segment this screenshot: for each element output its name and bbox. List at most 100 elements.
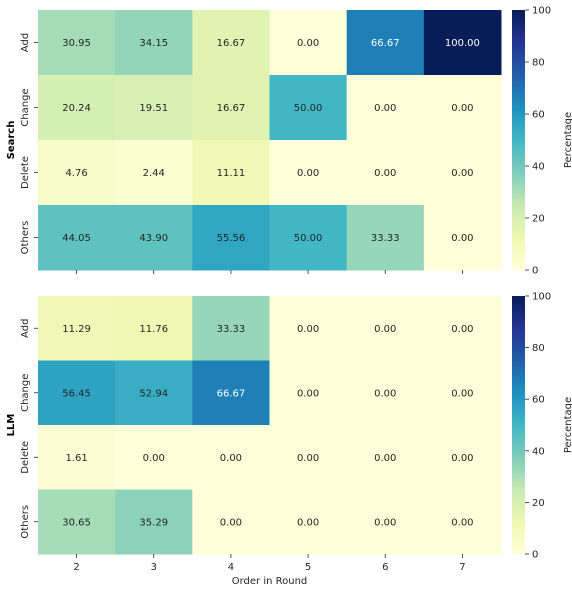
cell-value-label: 19.51 bbox=[139, 103, 168, 114]
cell-value-label: 56.45 bbox=[62, 388, 91, 399]
cell-value-label: 11.29 bbox=[62, 324, 91, 335]
cell-value-label: 0.00 bbox=[451, 103, 473, 114]
colorbar-tick-label: 60 bbox=[532, 395, 545, 406]
heatmap-cell bbox=[269, 75, 348, 141]
cell-value-label: 33.33 bbox=[371, 233, 400, 244]
heatmap-cell bbox=[423, 205, 502, 271]
heatmap-cell bbox=[423, 75, 502, 141]
cell-value-label: 52.94 bbox=[139, 388, 168, 399]
colorbar-label: Percentage bbox=[563, 112, 572, 168]
x-tick-label: 7 bbox=[459, 562, 465, 573]
y-tick-label: Change bbox=[20, 374, 31, 412]
heatmap-cell bbox=[346, 10, 425, 76]
cell-value-label: 0.00 bbox=[374, 388, 396, 399]
x-tick-label: 6 bbox=[382, 562, 388, 573]
y-tick-label: Change bbox=[20, 88, 31, 126]
cell-value-label: 50.00 bbox=[294, 233, 323, 244]
heatmap-cell bbox=[115, 205, 193, 271]
colorbar-tick-label: 40 bbox=[532, 446, 545, 457]
colorbar-gradient bbox=[512, 296, 525, 554]
colorbar-tick-label: 20 bbox=[532, 498, 545, 509]
cell-value-label: 0.00 bbox=[451, 168, 473, 179]
cell-value-label: 0.00 bbox=[297, 388, 319, 399]
y-axis-label: LLM bbox=[6, 414, 17, 437]
colorbar: 0 20 40 60 80 100 Percentage bbox=[512, 292, 572, 561]
heatmap-cell bbox=[346, 140, 425, 206]
colorbar-label: Percentage bbox=[563, 397, 572, 453]
cell-value-label: 0.00 bbox=[451, 453, 473, 464]
heatmap-cell bbox=[346, 296, 425, 361]
heatmap-cell bbox=[115, 140, 193, 206]
heatmap-cell bbox=[192, 425, 270, 490]
cell-value-label: 0.00 bbox=[143, 453, 165, 464]
colorbar: 0 20 40 60 80 100 Percentage bbox=[512, 6, 572, 277]
y-axis-label: Search bbox=[6, 121, 17, 160]
heatmap-cell bbox=[115, 425, 193, 490]
heatmap-cell bbox=[269, 360, 348, 426]
y-tick-label: Others bbox=[20, 505, 31, 539]
heatmap-cell bbox=[346, 75, 425, 141]
y-tick-label: Add bbox=[20, 33, 31, 52]
heatmap-cell bbox=[38, 140, 116, 206]
cell-value-label: 30.95 bbox=[62, 38, 91, 49]
y-tick-label: Delete bbox=[20, 156, 31, 189]
cell-value-label: 0.00 bbox=[451, 324, 473, 335]
cell-value-label: 20.24 bbox=[62, 103, 91, 114]
cell-value-label: 66.67 bbox=[371, 38, 400, 49]
cell-value-label: 0.00 bbox=[451, 233, 473, 244]
cell-value-label: 2.44 bbox=[143, 168, 165, 179]
cell-value-label: 0.00 bbox=[297, 517, 319, 528]
cell-value-label: 35.29 bbox=[139, 517, 168, 528]
cell-value-label: 0.00 bbox=[374, 517, 396, 528]
heatmap-cell bbox=[423, 489, 502, 555]
heatmap-cell bbox=[269, 140, 348, 206]
cell-value-label: 100.00 bbox=[445, 38, 480, 49]
cell-value-label: 55.56 bbox=[217, 233, 246, 244]
heatmap-cell bbox=[192, 489, 270, 555]
cell-value-label: 0.00 bbox=[297, 38, 319, 49]
heatmap-cell bbox=[346, 489, 425, 555]
colorbar-tick-label: 100 bbox=[532, 292, 551, 303]
heatmap-cell bbox=[192, 360, 270, 426]
heatmap-cell bbox=[346, 360, 425, 426]
cell-value-label: 66.67 bbox=[217, 388, 246, 399]
heatmap-cell bbox=[423, 10, 502, 76]
colorbar-gradient bbox=[512, 10, 525, 270]
heatmap-cell bbox=[38, 489, 116, 555]
cell-value-label: 0.00 bbox=[374, 103, 396, 114]
heatmap-cell bbox=[269, 205, 348, 271]
heatmap-cell bbox=[38, 205, 116, 271]
heatmap-cell bbox=[115, 360, 193, 426]
cell-value-label: 1.61 bbox=[65, 453, 87, 464]
heatmap-cell bbox=[38, 296, 116, 361]
heatmap-cell bbox=[423, 360, 502, 426]
cell-value-label: 34.15 bbox=[139, 38, 168, 49]
cell-value-label: 0.00 bbox=[297, 168, 319, 179]
cell-value-label: 0.00 bbox=[374, 453, 396, 464]
colorbar-tick-label: 80 bbox=[532, 58, 545, 69]
cell-value-label: 0.00 bbox=[451, 517, 473, 528]
colorbar-tick-label: 0 bbox=[532, 550, 538, 561]
cell-value-label: 0.00 bbox=[297, 324, 319, 335]
heatmap-cell bbox=[115, 489, 193, 555]
cell-value-label: 33.33 bbox=[217, 324, 246, 335]
heatmap-cell bbox=[269, 296, 348, 361]
colorbar-tick-label: 0 bbox=[532, 266, 538, 277]
cell-value-label: 0.00 bbox=[220, 517, 242, 528]
colorbar-tick-label: 20 bbox=[532, 214, 545, 225]
cell-value-label: 0.00 bbox=[451, 388, 473, 399]
heatmap-cell bbox=[38, 425, 116, 490]
heatmap-cell bbox=[269, 489, 348, 555]
y-tick-label: Others bbox=[20, 221, 31, 255]
cell-value-label: 11.76 bbox=[139, 324, 168, 335]
heatmap-panel-search: 30.95 34.15 16.67 0.00 66.67 100.00 20.24 19.51… bbox=[6, 6, 572, 277]
cell-value-label: 44.05 bbox=[62, 233, 91, 244]
colorbar-tick-label: 60 bbox=[532, 110, 545, 121]
x-tick-label: 3 bbox=[151, 562, 157, 573]
colorbar-tick-label: 100 bbox=[532, 6, 551, 17]
y-tick-label: Add bbox=[20, 319, 31, 338]
heatmap-cell bbox=[423, 296, 502, 361]
x-axis-label: Order in Round bbox=[232, 576, 308, 587]
heatmap-cell bbox=[115, 296, 193, 361]
heatmap-cell bbox=[192, 75, 270, 141]
